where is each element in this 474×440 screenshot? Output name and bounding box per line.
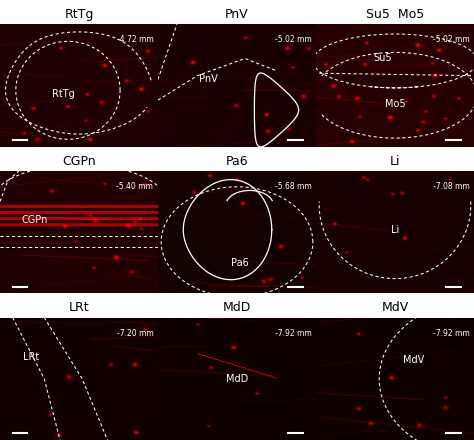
- Text: PnV: PnV: [225, 8, 249, 21]
- Text: -5.02 mm: -5.02 mm: [432, 35, 469, 44]
- Text: Li: Li: [391, 225, 399, 235]
- Text: LRt: LRt: [69, 301, 89, 314]
- Text: MdV: MdV: [403, 356, 425, 365]
- Text: -5.68 mm: -5.68 mm: [274, 182, 311, 191]
- Text: RtTg: RtTg: [52, 89, 74, 99]
- Text: -5.40 mm: -5.40 mm: [117, 182, 153, 191]
- Text: -7.92 mm: -7.92 mm: [274, 329, 311, 337]
- Text: PnV: PnV: [199, 74, 218, 84]
- Text: -4.72 mm: -4.72 mm: [117, 35, 153, 44]
- Text: CGPn: CGPn: [22, 215, 48, 225]
- Text: MdD: MdD: [226, 374, 248, 384]
- Text: Mo5: Mo5: [385, 99, 405, 109]
- Text: RtTg: RtTg: [64, 8, 94, 21]
- Text: Pa6: Pa6: [231, 258, 249, 268]
- Text: Su5: Su5: [373, 54, 392, 63]
- Text: LRt: LRt: [24, 352, 40, 362]
- Text: -7.20 mm: -7.20 mm: [117, 329, 153, 337]
- Text: MdV: MdV: [382, 301, 409, 314]
- Text: CGPn: CGPn: [62, 155, 96, 168]
- Text: Pa6: Pa6: [226, 155, 248, 168]
- Text: -7.92 mm: -7.92 mm: [432, 329, 469, 337]
- Text: MdD: MdD: [223, 301, 251, 314]
- Text: -7.08 mm: -7.08 mm: [432, 182, 469, 191]
- Text: Li: Li: [390, 155, 400, 168]
- Text: -5.02 mm: -5.02 mm: [274, 35, 311, 44]
- Text: Su5  Mo5: Su5 Mo5: [366, 8, 424, 21]
